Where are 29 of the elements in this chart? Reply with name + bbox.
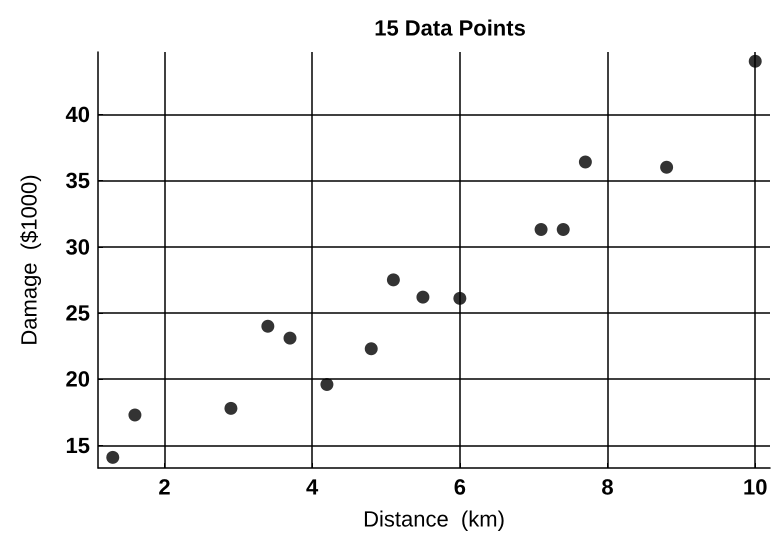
point	[128, 408, 142, 422]
y-tick-label: 20	[66, 366, 90, 392]
point	[453, 292, 466, 305]
x-tick-label: 8	[601, 474, 614, 500]
point	[106, 450, 120, 464]
y-tick-label: 30	[66, 234, 90, 260]
y-tick-label: 35	[66, 168, 90, 194]
point	[386, 273, 400, 286]
chart-title: 15 Data Points	[374, 16, 526, 40]
y-tick-label: 25	[66, 300, 90, 326]
point	[416, 290, 430, 304]
point	[534, 223, 548, 236]
point	[748, 54, 762, 68]
point	[320, 378, 334, 392]
point	[261, 320, 274, 333]
x-axis-title: Distance (km)	[363, 506, 505, 532]
x-tick-label: 6	[454, 474, 466, 500]
x-tick-label: 4	[306, 474, 320, 500]
point	[660, 160, 674, 174]
point	[578, 155, 592, 168]
y-tick-label: 40	[66, 102, 90, 127]
x-tick-label: 10	[742, 474, 768, 500]
y-tick-label: 15	[66, 432, 90, 458]
point	[556, 223, 570, 236]
y-axis-title: Damage ($1000)	[16, 174, 42, 346]
point	[224, 402, 238, 415]
x-tick-label: 2	[158, 474, 171, 500]
point	[284, 332, 296, 345]
point	[364, 342, 378, 356]
